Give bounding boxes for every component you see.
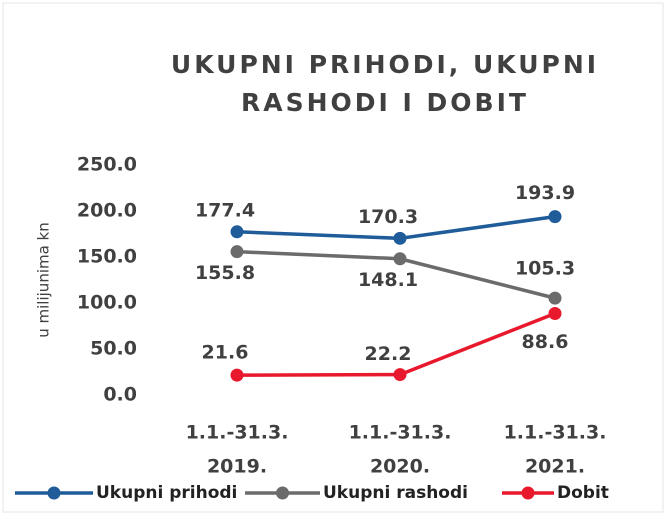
point — [230, 225, 244, 239]
data-label: 21.6 — [202, 342, 249, 364]
data-label: 22.2 — [365, 343, 412, 365]
point — [548, 291, 562, 305]
chart-title: RASHODI I DOBIT — [241, 88, 529, 117]
y-tick-label: 200.0 — [77, 200, 137, 222]
data-label: 105.3 — [515, 258, 575, 280]
x-tick-label: 2020. — [370, 456, 430, 478]
x-tick-label: 1.1.-31.3. — [504, 422, 607, 444]
data-label: 177.4 — [195, 199, 255, 221]
point — [548, 306, 562, 320]
point — [230, 245, 244, 259]
legend-marker — [276, 486, 289, 500]
legend-marker — [521, 486, 535, 500]
data-label: 155.8 — [195, 262, 255, 284]
point — [548, 210, 562, 224]
y-tick-label: 150.0 — [77, 246, 137, 268]
legend-marker — [47, 486, 61, 500]
y-tick-label: 250.0 — [77, 154, 137, 176]
data-label: 193.9 — [515, 182, 575, 204]
x-tick-label: 2021. — [525, 456, 585, 478]
x-tick-label: 2019. — [207, 456, 267, 478]
data-label: 170.3 — [358, 206, 418, 228]
data-label: 88.6 — [522, 331, 569, 353]
legend-label: Dobit — [557, 483, 609, 503]
point — [230, 368, 244, 382]
legend-label: Ukupni prihodi — [96, 483, 237, 503]
legend-label: Ukupni rashodi — [323, 483, 468, 503]
y-axis-label: u milijunima kn — [35, 222, 53, 338]
data-label: 148.1 — [358, 269, 418, 291]
y-tick-label: 100.0 — [77, 292, 137, 314]
y-tick-label: 50.0 — [90, 338, 137, 360]
x-tick-label: 1.1.-31.3. — [349, 422, 452, 444]
y-tick-label: 0.0 — [103, 384, 137, 406]
point — [393, 368, 407, 382]
point — [393, 252, 407, 266]
point — [393, 231, 407, 245]
chart-title: UKUPNI PRIHODI, UKUPNI — [171, 50, 599, 79]
x-tick-label: 1.1.-31.3. — [186, 422, 289, 444]
